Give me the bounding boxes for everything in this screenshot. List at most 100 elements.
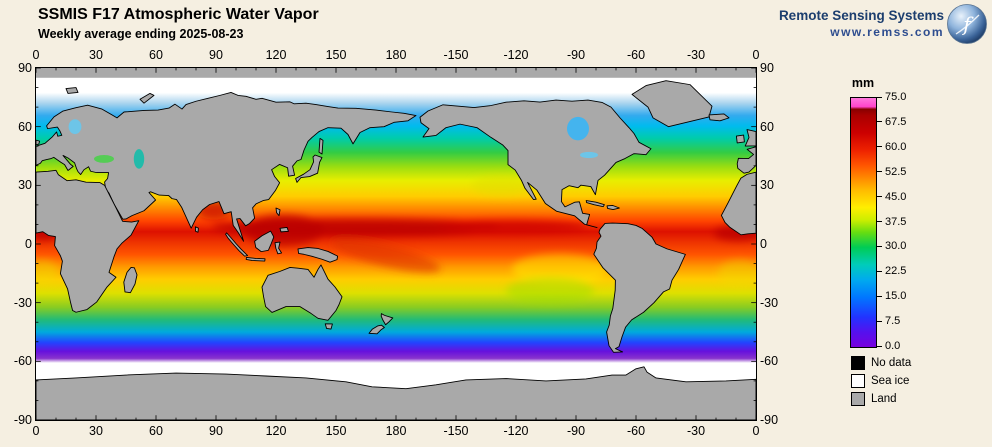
island-japan [295,154,323,183]
colorbar-tick-mark [877,146,882,148]
legend-item: Land [851,392,911,406]
legend-item: Sea ice [851,374,911,388]
landmass-greenland [631,80,713,128]
colorbar [850,97,877,348]
lat-tick-label-left: 30 [18,178,32,193]
island-ireland [735,134,745,144]
lon-tick-label-top: 90 [209,48,223,62]
lon-tick-label-top: 120 [265,48,287,62]
world-map [35,67,757,421]
lat-tick-label-left: -90 [13,413,32,427]
lat-tick-label-left: 60 [18,119,32,134]
colorbar-tick-mark [877,320,882,322]
colorbar-tick-label: 75.0 [885,91,907,103]
colorbar-tick-label: 67.5 [885,115,907,128]
landmass-iberia-france-edge [736,146,756,174]
island-new-zealand-south [368,324,385,335]
org-name: Remote Sensing Systems [778,8,944,23]
island-england-edge [36,139,41,146]
landmass-australia [261,264,343,321]
island-sulawesi [274,241,283,255]
island-sumatra [225,232,249,257]
lat-tick-label-right: -30 [760,295,779,310]
landmass-south-america [593,222,686,353]
island-sakhalin [318,137,324,155]
colorbar-tick-mark [877,295,882,297]
colorbar-tick-label: 45.0 [885,190,907,203]
colorbar-tick-mark [877,345,882,347]
lon-tick-label-top: 60 [149,48,163,62]
colorbar-tick-label: 30.0 [885,240,907,253]
lon-tick-label-bottom: 0 [752,424,760,438]
colorbar-tick-mark [877,96,882,98]
island-new-zealand-north [380,313,394,326]
lat-tick-label-right: 60 [760,119,774,134]
legend-label: Land [871,393,897,405]
colorbar-tick-label: 7.5 [885,315,901,328]
lon-tick-label-top: 0 [752,48,760,62]
colorbar-tick-mark [877,121,882,123]
sea-great-lakes [580,151,598,159]
island-madagascar [123,267,138,294]
lat-tick-label-left: -60 [13,354,32,369]
lon-tick-label-bottom: 60 [149,424,163,438]
lon-tick-label-bottom: -120 [503,424,529,438]
lon-tick-label-top: -150 [443,48,469,62]
lat-tick-label-right: -90 [760,413,779,427]
lon-tick-label-top: 150 [325,48,347,62]
lon-tick-label-top: 180 [385,48,407,62]
lat-tick-label-left: 90 [18,61,32,75]
island-sri-lanka [194,226,199,233]
landmass-north-america [419,99,652,229]
island-novaya-zemlya [139,92,155,104]
island-hispaniola [606,205,620,211]
sea-baltic [68,119,82,135]
lon-tick-label-top: -120 [503,48,529,62]
sea-caspian [133,149,145,169]
lat-tick-label-left: -30 [13,295,32,310]
colorbar-tick-mark [877,221,882,222]
island-cuba [585,200,605,208]
inland-seas [68,116,598,169]
lat-tick-label-right: 90 [760,61,774,75]
island-iceland [708,113,730,122]
colorbar-tick-mark [877,196,882,198]
legend-item: No data [851,356,911,370]
sea-black [94,155,114,163]
lon-tick-label-top: -30 [686,48,706,62]
colorbar-tick-label: 37.5 [885,215,907,228]
world-map-svg [36,68,756,420]
lon-tick-label-bottom: -60 [626,424,646,438]
island-britain [744,129,756,147]
landmass-antarctica [36,366,756,420]
landmass-africa [36,169,140,313]
colorbar-tick-mark [877,245,882,247]
lon-tick-label-bottom: 180 [385,424,407,438]
island-svalbard [65,87,79,94]
lon-tick-label-top: -60 [626,48,646,62]
island-new-guinea [297,247,339,263]
globe-icon: f [947,4,987,44]
landmass-eurasia [36,92,417,242]
colorbar-tick-label: 60.0 [885,140,907,153]
island-borneo [254,230,275,253]
colorbar-tick-mark [877,171,882,173]
landmasses [36,80,756,420]
sea-hudson-bay [567,116,589,141]
lat-tick-label-right: 0 [760,237,767,251]
landmass-africa-west-edge [720,171,756,236]
colorbar-tick-mark [877,270,882,272]
colorbar-tick-label: 52.5 [885,165,907,178]
island-philippines-luzon [275,207,281,217]
island-philippines-mindanao [279,226,289,233]
lon-tick-label-bottom: -150 [443,424,469,438]
lon-tick-label-bottom: 150 [325,424,347,438]
lat-tick-label-right: 30 [760,178,774,193]
lon-tick-label-top: -90 [566,48,586,62]
legend-swatch-land [851,392,865,406]
lon-tick-label-bottom: 120 [265,424,287,438]
legend-label: No data [871,357,912,369]
lon-tick-label-bottom: -30 [686,424,706,438]
legend-swatch-no-data [851,356,865,370]
